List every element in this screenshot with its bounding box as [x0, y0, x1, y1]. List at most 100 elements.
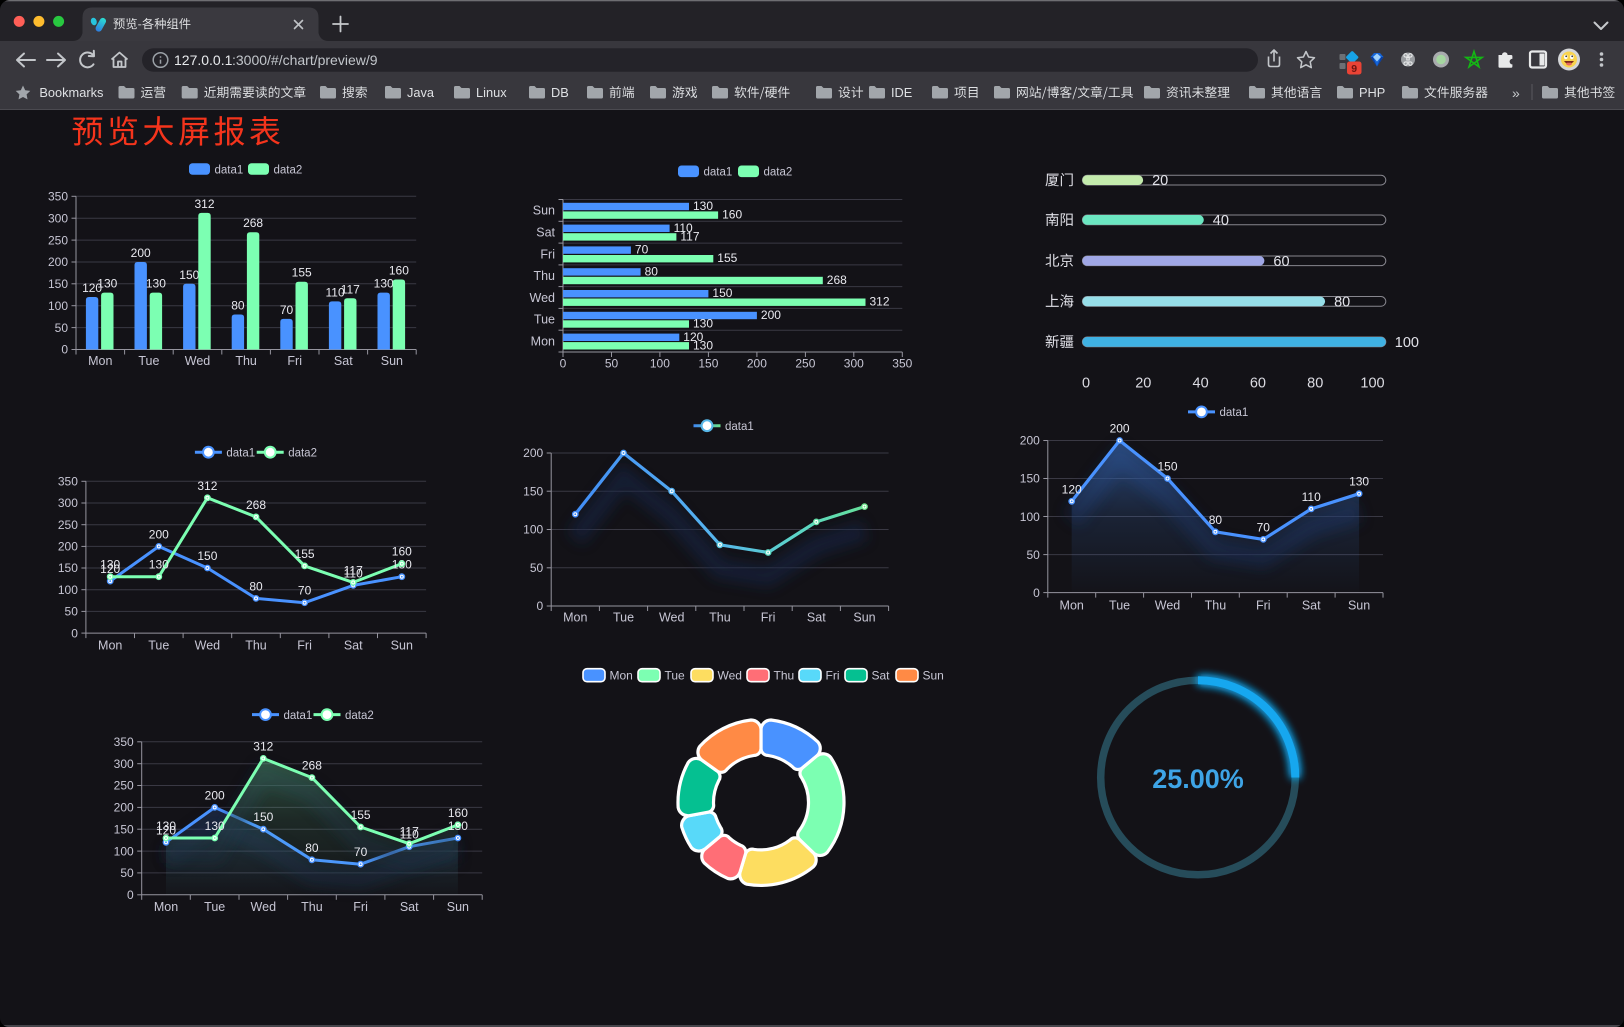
- svg-text:100: 100: [1360, 376, 1384, 392]
- svg-text:80: 80: [1307, 376, 1323, 392]
- svg-text:300: 300: [844, 357, 864, 371]
- svg-text:Bookmarks: Bookmarks: [39, 85, 103, 100]
- svg-text:80: 80: [249, 579, 263, 593]
- svg-text:110: 110: [1302, 490, 1321, 504]
- svg-text:127.0.0.1: 127.0.0.1: [174, 52, 233, 68]
- svg-text:200: 200: [131, 246, 151, 260]
- svg-text:200: 200: [48, 255, 68, 269]
- svg-text:150: 150: [179, 268, 199, 282]
- svg-text:50: 50: [530, 561, 544, 575]
- svg-text:0: 0: [560, 357, 567, 371]
- svg-text:300: 300: [58, 496, 78, 510]
- svg-text:80: 80: [231, 299, 245, 313]
- svg-text:Thu: Thu: [774, 669, 795, 683]
- svg-text:Mon: Mon: [531, 334, 555, 348]
- svg-text:PHP: PHP: [1359, 85, 1385, 100]
- svg-text:250: 250: [58, 518, 78, 532]
- svg-text:312: 312: [253, 739, 273, 753]
- svg-text:Mon: Mon: [1060, 599, 1084, 613]
- svg-text:200: 200: [747, 357, 767, 371]
- svg-text:110: 110: [674, 221, 693, 235]
- svg-text:117: 117: [400, 825, 419, 839]
- svg-text:Thu: Thu: [1205, 599, 1227, 613]
- svg-text:Sun: Sun: [391, 639, 413, 653]
- svg-text:150: 150: [698, 357, 718, 371]
- svg-text:data2: data2: [345, 710, 374, 722]
- svg-text:data2: data2: [288, 447, 317, 459]
- svg-text:Wed: Wed: [1155, 599, 1181, 613]
- svg-text:130: 130: [693, 199, 713, 213]
- svg-text:Mon: Mon: [610, 669, 633, 683]
- svg-text:9: 9: [1351, 63, 1357, 75]
- svg-text:Tue: Tue: [613, 611, 634, 625]
- svg-text:350: 350: [892, 357, 912, 371]
- svg-text:Thu: Thu: [245, 639, 267, 653]
- svg-text:Java: Java: [407, 85, 435, 100]
- svg-text:Fri: Fri: [353, 900, 368, 914]
- svg-text:150: 150: [114, 822, 134, 836]
- svg-text:70: 70: [298, 584, 312, 598]
- svg-text:200: 200: [205, 788, 225, 802]
- svg-text:Thu: Thu: [709, 611, 731, 625]
- svg-text:155: 155: [717, 251, 737, 265]
- svg-text:Tue: Tue: [665, 669, 686, 683]
- svg-text:Sat: Sat: [344, 639, 363, 653]
- svg-text:150: 150: [712, 286, 732, 300]
- svg-text:130: 130: [100, 558, 120, 572]
- svg-text:0: 0: [127, 888, 134, 902]
- svg-text:data1: data1: [215, 164, 244, 176]
- svg-text:130: 130: [97, 277, 117, 291]
- svg-text:data1: data1: [725, 421, 754, 433]
- svg-text:»: »: [1512, 85, 1520, 101]
- svg-text:Fri: Fri: [761, 611, 776, 625]
- svg-text:150: 150: [1157, 460, 1177, 474]
- svg-text:150: 150: [523, 484, 543, 498]
- svg-text:80: 80: [305, 841, 319, 855]
- svg-text:130: 130: [693, 317, 713, 331]
- svg-text:Sun: Sun: [447, 900, 469, 914]
- svg-text:117: 117: [341, 282, 360, 296]
- svg-text:80: 80: [645, 264, 659, 278]
- svg-text:70: 70: [1257, 520, 1271, 534]
- svg-text:150: 150: [1020, 472, 1040, 486]
- svg-text:Wed: Wed: [718, 669, 742, 683]
- svg-text:300: 300: [48, 211, 68, 225]
- svg-text:70: 70: [635, 243, 649, 257]
- svg-text:Wed: Wed: [530, 291, 556, 305]
- svg-text:70: 70: [280, 303, 294, 317]
- svg-text:25.00%: 25.00%: [1152, 764, 1244, 794]
- svg-text:160: 160: [392, 545, 412, 559]
- svg-text:155: 155: [295, 547, 315, 561]
- svg-text:268: 268: [243, 216, 263, 230]
- svg-text:Wed: Wed: [185, 354, 211, 368]
- svg-text:data1: data1: [1220, 407, 1249, 419]
- svg-text:Fri: Fri: [287, 354, 302, 368]
- svg-text:Sun: Sun: [923, 669, 944, 683]
- svg-text:Tue: Tue: [204, 900, 225, 914]
- svg-text:350: 350: [48, 190, 68, 204]
- svg-text:200: 200: [1110, 422, 1130, 436]
- svg-text:Mon: Mon: [563, 611, 587, 625]
- svg-text:0: 0: [537, 599, 544, 613]
- svg-text:Fri: Fri: [297, 639, 312, 653]
- svg-text:160: 160: [448, 806, 468, 820]
- svg-text:120: 120: [683, 330, 703, 344]
- svg-text:160: 160: [389, 264, 409, 278]
- svg-text:Tue: Tue: [148, 639, 169, 653]
- svg-text:200: 200: [149, 527, 169, 541]
- svg-text:50: 50: [55, 321, 69, 335]
- svg-text:0: 0: [1033, 586, 1040, 600]
- svg-text:117: 117: [344, 563, 363, 577]
- svg-text:0: 0: [61, 343, 68, 357]
- svg-text:130: 130: [149, 558, 169, 572]
- svg-text:Wed: Wed: [659, 611, 685, 625]
- svg-text:130: 130: [693, 338, 713, 352]
- svg-text:268: 268: [827, 273, 847, 287]
- svg-text:70: 70: [354, 845, 368, 859]
- svg-text:20: 20: [1135, 376, 1151, 392]
- svg-text:50: 50: [1026, 548, 1040, 562]
- svg-text:100: 100: [58, 583, 78, 597]
- svg-text:120: 120: [156, 823, 176, 837]
- svg-text:150: 150: [197, 549, 217, 563]
- svg-text:160: 160: [722, 208, 742, 222]
